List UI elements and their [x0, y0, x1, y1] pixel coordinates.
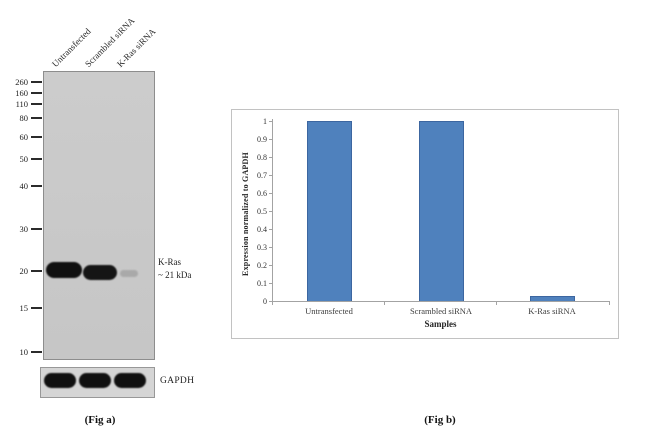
x-tick-mark [272, 301, 273, 305]
y-tick-mark [269, 139, 272, 140]
x-axis-title: Samples [424, 319, 457, 329]
x-axis-line [272, 301, 609, 302]
bar-scrambled-sirna [419, 121, 464, 301]
mw-marker-label: 20 [19, 266, 29, 276]
y-tick-label: 0.6 [257, 189, 267, 198]
mw-marker-tick [31, 81, 42, 83]
gapdh-band-lane-1 [44, 373, 76, 388]
y-tick-mark [269, 301, 272, 302]
mw-marker-tick [31, 136, 42, 138]
mw-marker-tick [31, 117, 42, 119]
mw-marker-label: 260 [15, 77, 28, 87]
mw-marker-tick [31, 270, 42, 272]
y-tick-mark [269, 229, 272, 230]
mw-marker-label: 40 [19, 181, 29, 191]
mw-marker-label: 160 [15, 88, 28, 98]
mw-marker-label: 110 [15, 99, 28, 109]
kras-band-annotation: K-Ras ~ 21 kDa [158, 256, 191, 282]
x-category-label-untransfected: Untransfected [305, 306, 353, 316]
y-tick-label: 1 [263, 117, 267, 126]
y-tick-mark [269, 157, 272, 158]
mw-marker-tick [31, 351, 42, 353]
chart-frame: Expression normalized to GAPDH 0 0.1 0.2 0.… [231, 109, 619, 339]
y-tick-mark [269, 247, 272, 248]
kras-band-lane-1 [46, 262, 82, 278]
mw-marker-tick [31, 228, 42, 230]
kras-band-annotation-line1: K-Ras [158, 257, 181, 267]
x-category-label-k-ras-sirna: K-Ras siRNA [528, 306, 576, 316]
y-tick-mark [269, 121, 272, 122]
panel-b-caption: (Fig b) [424, 414, 456, 426]
x-tick-mark [609, 301, 610, 305]
mw-marker-tick [31, 92, 42, 94]
y-tick-mark [269, 211, 272, 212]
y-tick-label: 0.9 [257, 135, 267, 144]
y-tick-mark [269, 265, 272, 266]
kras-band-lane-2 [83, 265, 117, 280]
y-tick-label: 0 [263, 297, 267, 306]
mw-marker-label: 50 [19, 154, 29, 164]
mw-marker-tick [31, 103, 42, 105]
y-axis-line [272, 119, 273, 301]
mw-marker-tick [31, 158, 42, 160]
y-tick-label: 0.8 [257, 153, 267, 162]
y-tick-label: 0.1 [257, 279, 267, 288]
kras-band-lane-3 [120, 270, 138, 277]
kras-band-annotation-line2: ~ 21 kDa [158, 270, 192, 280]
bar-untransfected [307, 121, 352, 301]
mw-marker-tick [31, 185, 42, 187]
y-tick-label: 0.5 [257, 207, 267, 216]
gapdh-band-lane-2 [79, 373, 111, 388]
mw-marker-tick [31, 307, 42, 309]
y-tick-label: 0.3 [257, 243, 267, 252]
panel-a-caption: (Fig a) [84, 414, 116, 426]
x-category-label-scrambled-sirna: Scrambled siRNA [409, 306, 473, 316]
y-tick-mark [269, 193, 272, 194]
gapdh-label: GAPDH [160, 376, 195, 386]
kras-blot-image [43, 71, 155, 360]
x-tick-mark [496, 301, 497, 305]
gapdh-band-lane-3 [114, 373, 146, 388]
y-tick-label: 0.2 [257, 261, 267, 270]
mw-marker-label: 80 [19, 113, 29, 123]
y-tick-label: 0.7 [257, 171, 267, 180]
y-tick-mark [269, 175, 272, 176]
bar-k-ras-sirna [530, 296, 575, 301]
mw-marker-label: 10 [19, 347, 29, 357]
y-tick-label: 0.4 [257, 225, 267, 234]
y-tick-mark [269, 283, 272, 284]
mw-marker-label: 60 [19, 132, 29, 142]
x-tick-mark [384, 301, 385, 305]
mw-marker-label: 30 [19, 224, 29, 234]
mw-marker-label: 15 [19, 303, 29, 313]
